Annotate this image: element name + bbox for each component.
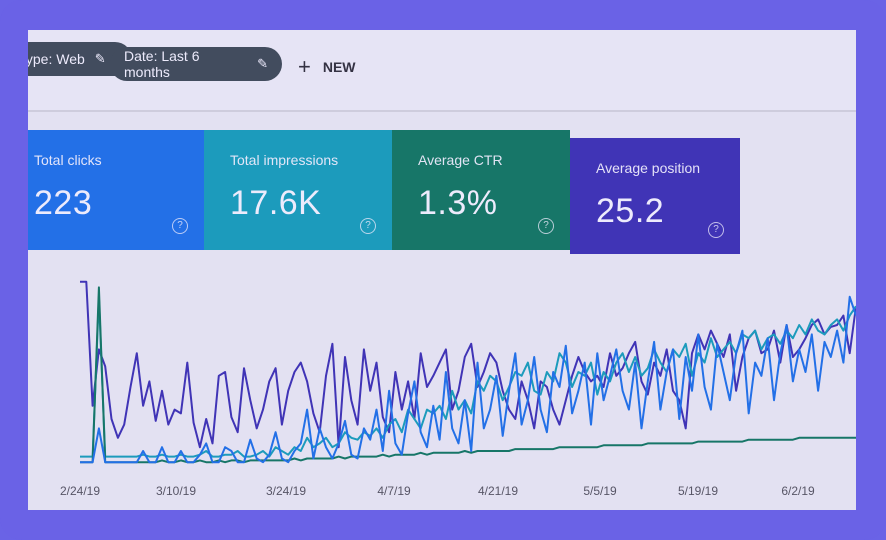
help-icon[interactable]: ? <box>538 218 554 234</box>
search-console-screen: type: Web ✎ Date: Last 6 months ✎ + NEW … <box>28 30 856 510</box>
metric-card-average-position[interactable]: Average position 25.2 ? <box>570 138 740 254</box>
metric-value: 223 <box>34 184 93 222</box>
chart-svg: 2/24/19 3/10/19 3/24/19 4/7/19 4/21/19 5/5/19… <box>60 280 856 498</box>
x-tick-label: 4/7/19 <box>377 484 411 498</box>
metric-value: 25.2 <box>596 192 665 230</box>
plus-icon: + <box>298 54 311 79</box>
performance-chart: 2/24/19 3/10/19 3/24/19 4/7/19 4/21/19 5/5/19… <box>28 270 856 510</box>
date-filter-chip[interactable]: Date: Last 6 months ✎ <box>110 47 282 81</box>
new-filter-label: NEW <box>322 59 356 75</box>
series-line-ctr <box>80 286 856 464</box>
x-tick-label: 4/21/19 <box>478 484 518 498</box>
help-icon[interactable]: ? <box>708 222 724 238</box>
help-icon[interactable]: ? <box>172 218 188 234</box>
x-tick-label: 5/19/19 <box>678 484 718 498</box>
metric-label: Total clicks <box>34 152 102 168</box>
metric-card-total-clicks[interactable]: Total clicks 223 ? <box>28 130 204 250</box>
help-icon[interactable]: ? <box>360 218 376 234</box>
x-tick-label: 2/24/19 <box>60 484 100 498</box>
metric-card-average-ctr[interactable]: Average CTR 1.3% ? <box>392 130 570 250</box>
x-tick-label: 3/24/19 <box>266 484 306 498</box>
series-line-clicks <box>80 295 856 464</box>
x-tick-label: 6/2/19 <box>781 484 815 498</box>
filter-bar: type: Web ✎ Date: Last 6 months ✎ + NEW … <box>28 30 856 112</box>
pencil-icon: ✎ <box>94 51 106 66</box>
metric-value: 17.6K <box>230 184 322 222</box>
x-tick-label: 5/5/19 <box>583 484 617 498</box>
new-filter-button[interactable]: + NEW <box>298 54 356 80</box>
metric-label: Average CTR <box>418 152 503 168</box>
metric-label: Total impressions <box>230 152 339 168</box>
type-filter-label: type: Web <box>28 51 85 67</box>
metric-card-total-impressions[interactable]: Total impressions 17.6K ? <box>204 130 392 250</box>
date-filter-label: Date: Last 6 months <box>124 48 200 80</box>
metric-value: 1.3% <box>418 184 498 222</box>
metric-label: Average position <box>596 160 701 176</box>
pencil-icon: ✎ <box>257 56 268 71</box>
x-tick-label: 3/10/19 <box>156 484 196 498</box>
